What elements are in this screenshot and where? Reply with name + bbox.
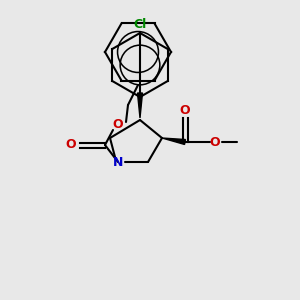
Text: O: O xyxy=(113,118,123,131)
Polygon shape xyxy=(162,138,185,145)
Text: O: O xyxy=(180,103,190,116)
Text: O: O xyxy=(210,136,220,148)
Polygon shape xyxy=(137,93,142,118)
Text: O: O xyxy=(66,139,76,152)
Text: Cl: Cl xyxy=(134,19,147,32)
Text: N: N xyxy=(113,155,123,169)
